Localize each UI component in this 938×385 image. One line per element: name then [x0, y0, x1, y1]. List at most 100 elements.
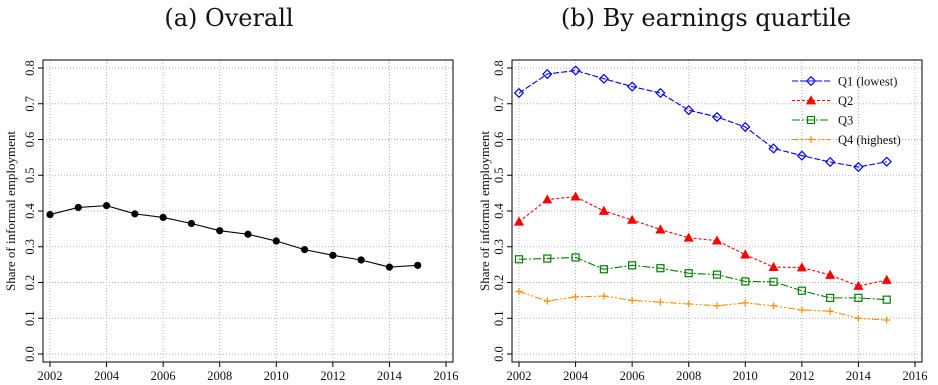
panel-a-series-0-point [74, 203, 82, 212]
panel-b-series-1-point [598, 205, 609, 215]
panel-a-series-0-point [385, 263, 394, 271]
legend-marker-3 [807, 136, 815, 143]
panel-a-xtick-label: 2014 [377, 369, 403, 383]
panel-b-series-2-point [854, 293, 863, 302]
panel-a-ytick-label: 0.2 [23, 275, 37, 291]
panel-b-series-2-point [741, 277, 750, 286]
panel-a: 2002 2004 2006 2008 2010 2012 2014 2016 0.0 0.1 0.… [3, 59, 459, 383]
panel-b-series-2-point [599, 265, 608, 274]
panel-a-ytick-label: 0.3 [23, 239, 37, 255]
panel-a-xtick-label: 2004 [94, 369, 120, 383]
panel-a-ytick-label: 0.5 [23, 167, 37, 183]
panel-b-xtick-label: 2016 [903, 369, 928, 383]
panel-b-series-0-point [824, 156, 836, 168]
legend-label-0: Q1 (lowest) [838, 75, 897, 89]
panel-b-series-3-point [656, 298, 664, 306]
panel-b-xtick-label: 2012 [789, 369, 814, 383]
panel-b-series-1-point [881, 274, 892, 284]
panel-b-series-line-2 [518, 256, 887, 301]
panel-b-xtick-label: 2004 [563, 369, 589, 383]
panel-b-series-3-point [798, 306, 806, 314]
panel-b-series-0-point [881, 156, 892, 167]
panel-b-series-3-point [628, 296, 636, 304]
panel-b-series-2-point [628, 261, 637, 270]
panel-b-ytick-label: 0.4 [492, 202, 506, 218]
panel-b-series-line-3 [518, 290, 887, 321]
panel-b-series-3-point [713, 302, 721, 310]
panel-b-series-line-0 [518, 69, 887, 168]
panel-a-xtick-label: 2006 [151, 369, 176, 383]
panel-a-xtick-label: 2002 [38, 369, 63, 383]
panel-a-series-0-point [357, 256, 365, 264]
panel-b-series-0-point [711, 111, 723, 123]
panel-b-series-0-point [513, 87, 525, 99]
panel-a-series-0-point [131, 210, 139, 218]
panel-b-series-1-point [683, 232, 694, 242]
panel-b-xtick-label: 2002 [507, 369, 532, 383]
panel-b-series-1-point [570, 191, 581, 201]
panel-a-series-0-point [216, 227, 224, 235]
panel-a-ytick-label: 0.0 [23, 346, 37, 362]
panel-b-series-2-point [543, 254, 552, 263]
panel-b-series-2-point [826, 293, 835, 302]
panel-b-series-3-point [883, 316, 891, 324]
panel-b-ytick-label: 0.2 [492, 275, 506, 291]
panel-a-ytick-label: 0.8 [23, 60, 37, 76]
panel-b-series-1-point [796, 262, 807, 272]
panel-b: 2002 2004 2006 2008 2010 2012 2014 2016 0.0 0.1 0.… [477, 59, 928, 383]
panel-b-series-2-point [514, 255, 524, 264]
panel-a-xtick-label: 2016 [434, 369, 459, 383]
panel-a-ytick-label: 0.7 [23, 96, 37, 112]
panel-b-xtick-label: 2014 [846, 369, 872, 383]
legend-label-3: Q4 (highest) [838, 133, 901, 147]
panel-b-series-1-point [542, 194, 553, 204]
panel-b-series-2-point [712, 270, 722, 279]
panel-a-ylabel: Share of informal employment [3, 131, 18, 291]
panel-b-series-3-point [854, 314, 862, 322]
panel-b-series-1-point [655, 224, 666, 234]
panel-b-ytick-label: 0.6 [492, 132, 506, 148]
panel-b-series-3-point [741, 299, 749, 307]
panel-b-series-1-point [513, 216, 525, 226]
panel-a-series-0-point [102, 202, 111, 210]
panel-b-series-0-point [683, 105, 694, 116]
panel-b-series-1-point [853, 280, 864, 290]
panel-b-series-3-point [685, 300, 693, 308]
panel-b-series-3-point [600, 292, 608, 300]
panel-a-series-0-point [46, 210, 54, 219]
panel-a-xtick-label: 2008 [207, 369, 232, 383]
panel-b-series-1-point [711, 235, 723, 245]
panel-b-series-3-point [543, 297, 551, 305]
panel-a-series-0-point [414, 261, 422, 269]
panel-b-series-1-point [768, 261, 779, 271]
panel-a-xtick-label: 2012 [320, 369, 345, 383]
panel-b-series-1-point [740, 249, 751, 259]
panel-a-series-0-point [272, 237, 280, 245]
panel-b-series-0-point [768, 143, 779, 154]
panel-a-series-0-point [329, 251, 337, 259]
legend-marker-0 [805, 75, 817, 87]
panel-b-series-0-point [542, 68, 553, 80]
panel-b-series-0-point [655, 87, 666, 99]
legend-label-2: Q3 [838, 114, 853, 128]
panel-b-series-2-point [797, 286, 806, 295]
legend-marker-2 [806, 115, 816, 125]
panel-b-series-0-point [740, 121, 751, 133]
panel-b-series-0-point [796, 150, 808, 161]
panel-a-ytick-label: 0.1 [23, 310, 37, 326]
panel-b-series-3-point [572, 293, 580, 301]
panel-a-series-0-point [159, 213, 167, 222]
panel-a-xtick-label: 2010 [264, 369, 289, 383]
panel-a-series-0-point [300, 246, 309, 254]
panel-b-series-0-point [598, 73, 610, 84]
panel-b-series-0-point [626, 81, 638, 92]
panel-a-ytick-label: 0.6 [23, 132, 37, 148]
panel-a-series-0-point [244, 230, 252, 238]
panel-b-series-0-point [570, 65, 581, 76]
panel-b-series-2-point [571, 253, 580, 262]
panel-b-series-2-point [656, 264, 665, 273]
panel-a-series-0-point [187, 219, 196, 228]
panel-b-ytick-label: 0.1 [492, 310, 506, 326]
panel-b-xtick-label: 2008 [676, 369, 701, 383]
